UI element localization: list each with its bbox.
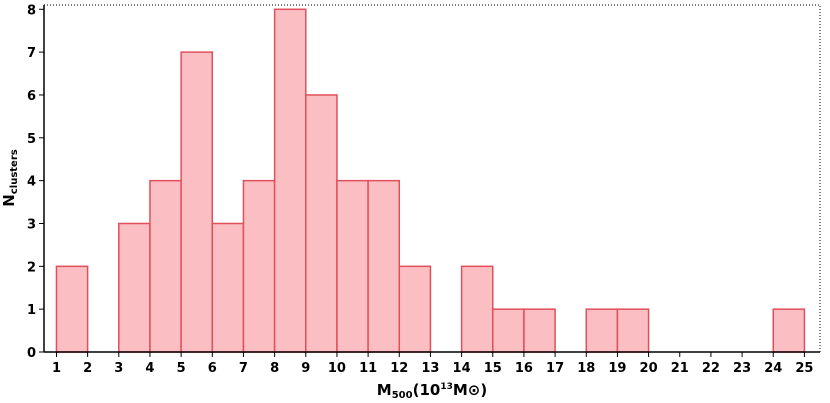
y-tick-label: 6 (27, 89, 36, 104)
histogram-bar-11-12 (367, 179, 401, 353)
x-tick-label: 2 (83, 361, 92, 376)
y-axis-title: Nclusters (0, 149, 20, 206)
y-tick-label: 2 (27, 260, 36, 275)
histogram-bar-5-6 (180, 51, 214, 353)
x-tick-label: 15 (484, 361, 502, 376)
x-axis-title: M500(1013M⊙) (377, 381, 487, 401)
histogram-bar-14-15 (460, 265, 494, 353)
x-tick-label: 10 (328, 361, 346, 376)
x-tick-label: 23 (733, 361, 751, 376)
histogram-bar-16-17 (523, 308, 556, 353)
x-tick-label: 7 (239, 361, 248, 376)
x-tick-label: 19 (608, 361, 626, 376)
x-tick-label: 14 (453, 361, 471, 376)
histogram-bar-19-20 (616, 308, 650, 353)
histogram-bar-15-16 (492, 308, 525, 353)
x-tick-label: 21 (671, 361, 689, 376)
x-tick-label: 25 (795, 361, 813, 376)
x-tick-label: 4 (145, 361, 154, 376)
x-tick-label: 20 (640, 361, 658, 376)
histogram-bar-9-10 (305, 94, 338, 353)
y-tick-label: 7 (27, 46, 36, 61)
histogram-bar-12-13 (398, 265, 432, 353)
histogram-bar-7-8 (242, 179, 276, 353)
plot-frame (43, 4, 821, 353)
histogram-bar-4-5 (149, 179, 182, 353)
y-tick-label: 0 (27, 346, 36, 361)
x-tick-label: 1 (52, 361, 61, 376)
x-ticks-group: 1 2 3 4 5 6 7 8 9 10 11 12 13 14 15 16 17 18 19 20 21 22 23 24 2… (52, 352, 813, 376)
x-tick-label: 18 (577, 361, 595, 376)
x-tick-label: 11 (359, 361, 377, 376)
y-ticks-group: 0 1 2 3 4 5 6 7 8 (27, 3, 44, 361)
y-tick-label: 5 (27, 132, 36, 147)
histogram-bar-1-2 (55, 265, 89, 353)
histogram-bar-6-7 (211, 222, 245, 353)
histogram-bar-3-4 (118, 222, 151, 353)
bars-group (55, 8, 806, 353)
y-tick-label: 4 (27, 175, 36, 190)
histogram-bar-18-19 (585, 308, 619, 353)
x-tick-label: 17 (546, 361, 564, 376)
y-tick-label: 1 (27, 303, 36, 318)
x-tick-label: 13 (421, 361, 439, 376)
x-tick-label: 22 (702, 361, 720, 376)
x-tick-label: 6 (208, 361, 217, 376)
x-tick-label: 16 (515, 361, 533, 376)
x-tick-label: 5 (177, 361, 186, 376)
histogram-bar-24-25 (772, 308, 806, 353)
x-tick-label: 12 (390, 361, 408, 376)
y-tick-label: 3 (27, 217, 36, 232)
y-tick-label: 8 (27, 3, 36, 18)
histogram-bar-10-11 (336, 179, 369, 353)
histogram-bar-8-9 (273, 8, 307, 353)
x-tick-label: 8 (270, 361, 279, 376)
x-tick-label: 9 (301, 361, 310, 376)
x-tick-label: 3 (114, 361, 123, 376)
x-tick-label: 24 (764, 361, 782, 376)
